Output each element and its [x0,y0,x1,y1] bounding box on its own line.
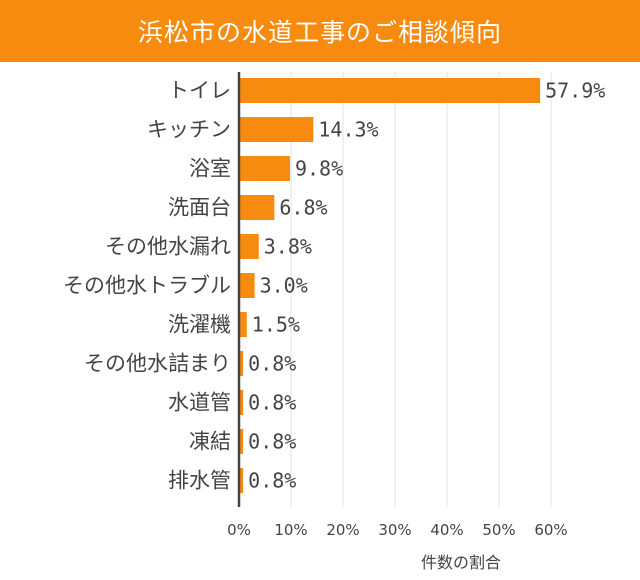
value-label: 3.0% [260,274,308,298]
bar [239,156,290,181]
value-label: 1.5% [252,313,300,337]
category-label: 洗濯機 [168,313,231,337]
value-label: 57.9% [545,79,605,103]
value-label: 3.8% [264,235,312,259]
category-label: その他水詰まり [84,352,231,376]
category-label: 水道管 [168,391,231,415]
x-axis-title: 件数の割合 [421,553,501,572]
value-label: 6.8% [279,196,327,220]
value-label: 14.3% [318,118,378,142]
x-tick-label: 60% [534,521,567,539]
chart-title-bar: 浜松市の水道工事のご相談傾向 [0,0,640,62]
category-label: 浴室 [189,157,231,181]
category-label: 凍結 [189,430,231,454]
bar [239,429,244,454]
bar [239,78,541,103]
x-tick-label: 20% [326,521,359,539]
value-label: 0.8% [248,391,296,415]
x-tick-label: 40% [430,521,463,539]
x-tick-label: 30% [378,521,411,539]
labels: 0% 10% 20% 30% 40% 50% 60% トイレ 57.9% キッチン 14.3% 浴室 9… [63,79,605,573]
bars [239,78,541,493]
category-label: 排水管 [168,469,231,493]
category-label: 洗面台 [168,196,231,220]
value-label: 0.8% [248,430,296,454]
x-tick-label: 0% [227,521,251,539]
bar [239,195,275,220]
grid-lines [290,72,552,507]
category-label: その他水漏れ [105,235,231,259]
category-label: トイレ [168,79,231,103]
bar [239,312,247,337]
value-label: 0.8% [248,352,296,376]
value-label: 0.8% [248,469,296,493]
x-tick-label: 10% [274,521,307,539]
chart-title: 浜松市の水道工事のご相談傾向 [137,18,502,47]
bar [239,117,314,142]
bar [239,234,259,259]
category-label: その他水トラブル [63,274,231,298]
bar [239,390,244,415]
bar [239,351,244,376]
value-label: 9.8% [295,157,343,181]
bar [239,468,244,493]
bar [239,273,255,298]
category-label: キッチン [147,118,231,142]
x-tick-label: 50% [482,521,515,539]
